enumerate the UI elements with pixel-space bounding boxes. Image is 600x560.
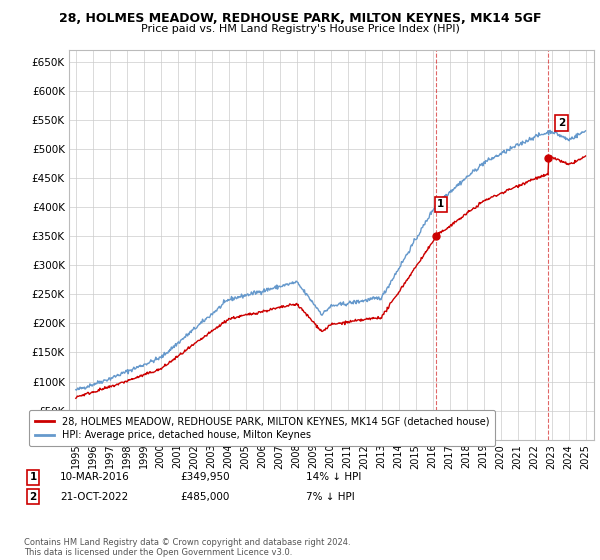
Text: Contains HM Land Registry data © Crown copyright and database right 2024.
This d: Contains HM Land Registry data © Crown c… — [24, 538, 350, 557]
Text: 2: 2 — [29, 492, 37, 502]
Text: 7% ↓ HPI: 7% ↓ HPI — [306, 492, 355, 502]
Text: 28, HOLMES MEADOW, REDHOUSE PARK, MILTON KEYNES, MK14 5GF: 28, HOLMES MEADOW, REDHOUSE PARK, MILTON… — [59, 12, 541, 25]
Text: Price paid vs. HM Land Registry's House Price Index (HPI): Price paid vs. HM Land Registry's House … — [140, 24, 460, 34]
Legend: 28, HOLMES MEADOW, REDHOUSE PARK, MILTON KEYNES, MK14 5GF (detached house), HPI:: 28, HOLMES MEADOW, REDHOUSE PARK, MILTON… — [29, 410, 495, 446]
Text: 2: 2 — [558, 118, 565, 128]
Text: 1: 1 — [29, 472, 37, 482]
Text: £485,000: £485,000 — [180, 492, 229, 502]
Text: £349,950: £349,950 — [180, 472, 230, 482]
Text: 21-OCT-2022: 21-OCT-2022 — [60, 492, 128, 502]
Text: 1: 1 — [437, 199, 445, 209]
Text: 10-MAR-2016: 10-MAR-2016 — [60, 472, 130, 482]
Text: 14% ↓ HPI: 14% ↓ HPI — [306, 472, 361, 482]
